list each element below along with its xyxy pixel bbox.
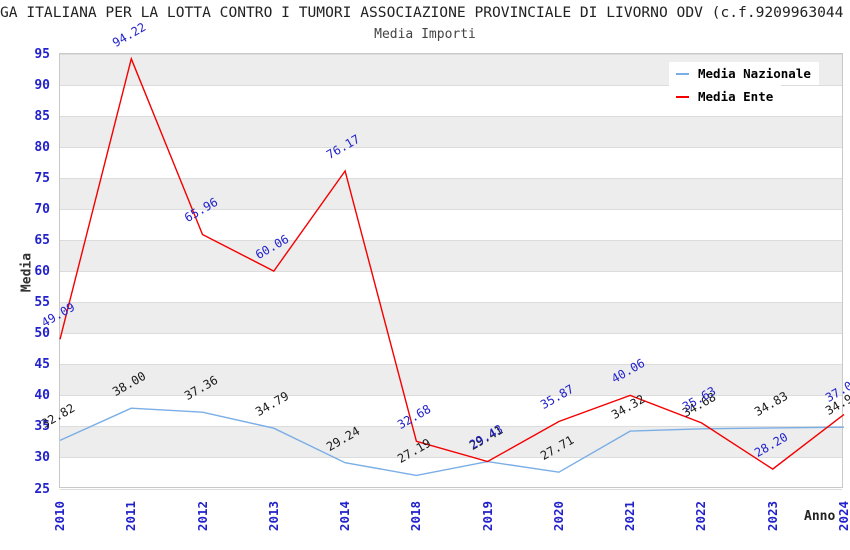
y-tick-label: 60 [34,264,50,279]
y-tick-label: 75 [34,170,50,186]
gridline [60,457,842,459]
gridline [60,271,842,272]
series-lines [59,56,845,477]
y-tick-label: 35 [34,419,50,435]
y-tick-label: 55 [34,295,50,311]
gridline [60,426,842,428]
plot-band [60,240,842,272]
y-tick-label: 45 [34,357,50,373]
y-tick-label: 40 [34,388,50,404]
y-tick-label: 65 [34,232,50,248]
y-tick-label: 70 [34,201,50,217]
x-tick-label: 2019 [479,500,495,532]
x-tick-label: 2023 [764,500,780,532]
y-tick-label: 80 [34,139,50,155]
y-tick-label: 25 [34,481,50,497]
chart-title: GA ITALIANA PER LA LOTTA CONTRO I TUMORI… [0,4,844,21]
legend-label: Media Ente [698,89,774,104]
legend: Media Nazionale Media Ente [669,62,819,108]
x-tick-label: 2024 [836,500,850,532]
x-tick-label: 2010 [52,500,67,532]
x-axis-title: Anno [804,509,836,524]
x-tick-label: 2013 [265,500,281,532]
gridline [60,53,842,55]
gridline [60,302,842,304]
gridline [60,146,842,148]
plot-area: Media Anno 95 90 85 80 75 70 65 60 55 50 45 40 35 30 2… [20,20,850,531]
x-tick-label: 2021 [622,500,638,532]
gridline [60,333,842,335]
legend-label: Media Nazionale [698,66,811,81]
x-tick-label: 2020 [550,500,566,532]
plot-band [60,426,842,458]
legend-line-swatch [676,72,689,75]
gridline [60,84,842,86]
y-tick-label: 85 [34,108,50,124]
y-tick-label: 30 [34,450,50,466]
plot-band [60,364,842,396]
x-tick-label: 2014 [337,500,353,532]
x-tick-label: 2011 [123,500,139,532]
plot-band [60,302,842,334]
chart-subtitle: Media Importi [374,27,476,42]
legend-line-swatch [676,95,689,98]
x-tick-label: 2012 [194,500,210,532]
plot-band [60,116,842,148]
x-tick-label: 2022 [693,500,709,532]
series-line-media-nazionale [59,407,845,477]
gridline [60,208,842,210]
y-tick-label: 95 [34,46,50,62]
y-tick-label: 50 [34,326,50,342]
gridline [60,364,842,366]
y-tick-label: 90 [34,77,50,93]
legend-item-media-ente: Media Ente [669,85,782,108]
gridline [60,488,842,490]
x-tick-label: 2018 [408,500,424,532]
gridline [60,239,842,241]
gridline [60,115,842,117]
series-line-media-ente [59,56,845,470]
gridline [60,177,842,179]
legend-item-media-nazionale: Media Nazionale [669,62,819,85]
gridline [60,395,842,397]
